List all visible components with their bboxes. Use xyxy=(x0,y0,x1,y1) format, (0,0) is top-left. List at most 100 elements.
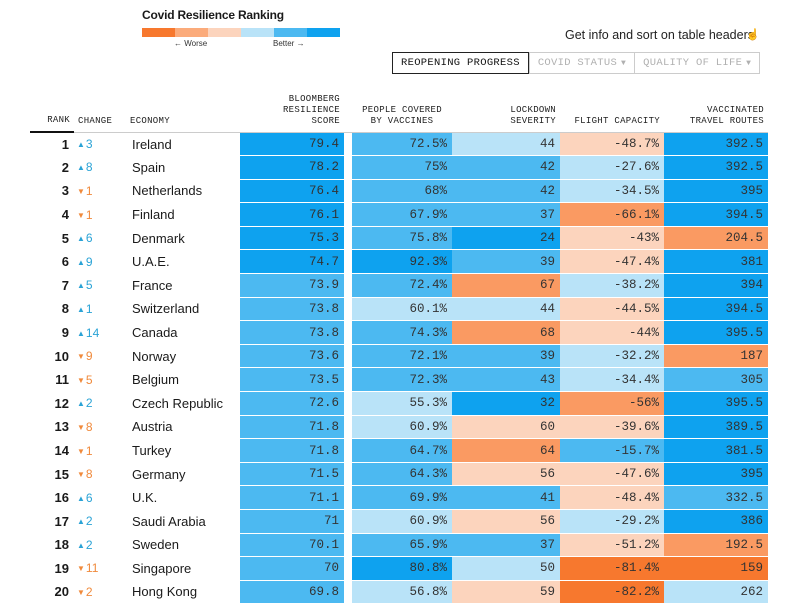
flight-capacity-cell: -15.7% xyxy=(560,438,664,463)
vaccine-coverage-cell: 60.1% xyxy=(352,296,452,321)
table-row[interactable]: 18 ▲2 Sweden 70.1 65.9% 37 -51.2% 192.5 xyxy=(30,532,768,557)
change-cell: ▲2 xyxy=(74,392,126,416)
tab-reopening-progress[interactable]: REOPENING PROGRESS xyxy=(392,52,529,74)
economy-name: Belgium xyxy=(132,372,179,388)
economy-name: U.K. xyxy=(132,490,158,506)
resilience-score-cell: 71.5 xyxy=(240,461,344,486)
change-value: 1 xyxy=(85,443,93,458)
change-value: 3 xyxy=(85,137,93,152)
header-rank[interactable]: RANK xyxy=(30,92,74,133)
table-row[interactable]: 12 ▲2 Czech Republic 72.6 55.3% 32 -56% 395.5 xyxy=(30,391,768,416)
column-gap xyxy=(344,179,352,203)
tab-label: REOPENING PROGRESS xyxy=(401,57,520,69)
table-row[interactable]: 1 ▲3 Ireland 79.4 72.5% 44 -48.7% 392.5 xyxy=(30,131,768,156)
change-value: 8 xyxy=(85,160,93,175)
resilience-score-cell: 76.1 xyxy=(240,202,344,227)
change-cell: ▼11 xyxy=(74,557,126,581)
header-economy[interactable]: ECONOMY xyxy=(126,92,240,133)
lockdown-severity-cell: 37 xyxy=(452,202,560,227)
table-row[interactable]: 15 ▼8 Germany 71.5 64.3% 56 -47.6% 395 xyxy=(30,461,768,486)
table-row[interactable]: 20 ▼2 Hong Kong 69.8 56.8% 59 -82.2% 262 xyxy=(30,579,768,603)
table-row[interactable]: 19 ▼11 Singapore 70 80.8% 50 -81.4% 159 xyxy=(30,556,768,581)
triangle-up-icon: ▲ xyxy=(77,399,85,409)
economy-name: Switzerland xyxy=(132,301,200,317)
economy-name: Saudi Arabia xyxy=(132,513,206,529)
header-lockdown-severity[interactable]: LOCKDOWN SEVERITY xyxy=(452,92,560,133)
triangle-down-icon: ▼ xyxy=(77,375,85,385)
table-row[interactable]: 16 ▲6 U.K. 71.1 69.9% 41 -48.4% 332.5 xyxy=(30,485,768,510)
table-row[interactable]: 9 ▲14 Canada 73.8 74.3% 68 -44% 395.5 xyxy=(30,320,768,345)
table-row[interactable]: 4 ▼1 Finland 76.1 67.9% 37 -66.1% 394.5 xyxy=(30,202,768,227)
change-value: 5 xyxy=(85,372,93,387)
change-value: 2 xyxy=(85,537,93,552)
table-row[interactable]: 6 ▲9 U.A.E. 74.7 92.3% 39 -47.4% 381 xyxy=(30,249,768,274)
change-cell: ▲1 xyxy=(74,297,126,321)
flight-capacity-cell: -32.2% xyxy=(560,343,664,368)
flight-capacity-cell: -39.6% xyxy=(560,414,664,439)
table-row[interactable]: 3 ▼1 Netherlands 76.4 68% 42 -34.5% 395 xyxy=(30,178,768,203)
rank-cell: 15 xyxy=(54,466,69,482)
economy-name: Sweden xyxy=(132,537,179,553)
economy-name: Netherlands xyxy=(132,183,203,199)
change-value: 2 xyxy=(85,514,93,529)
header-vaccinated-travel-routes[interactable]: VACCINATED TRAVEL ROUTES xyxy=(664,92,768,133)
change-cell: ▲8 xyxy=(74,156,126,180)
sort-hint: Get info and sort on table headers xyxy=(564,28,754,42)
change-cell: ▲9 xyxy=(74,250,126,274)
change-value: 14 xyxy=(85,325,100,340)
rank-cell: 9 xyxy=(61,325,69,341)
change-value: 6 xyxy=(85,231,93,246)
economy-name: Canada xyxy=(132,325,178,341)
vaccinated-routes-cell: 204.5 xyxy=(664,225,768,250)
table-row[interactable]: 2 ▲8 Spain 78.2 75% 42 -27.6% 392.5 xyxy=(30,155,768,180)
vaccinated-routes-cell: 392.5 xyxy=(664,155,768,180)
vaccine-coverage-cell: 80.8% xyxy=(352,556,452,581)
flight-capacity-cell: -29.2% xyxy=(560,509,664,534)
resilience-score-cell: 73.5 xyxy=(240,367,344,392)
triangle-down-icon: ▼ xyxy=(77,186,85,196)
economy-name: Czech Republic xyxy=(132,395,224,411)
table-row[interactable]: 5 ▲6 Denmark 75.3 75.8% 24 -43% 204.5 xyxy=(30,225,768,250)
caret-down-icon: ▼ xyxy=(746,59,752,68)
table-row[interactable]: 10 ▼9 Norway 73.6 72.1% 39 -32.2% 187 xyxy=(30,343,768,368)
resilience-score-cell: 74.7 xyxy=(240,249,344,274)
header-resilience-score[interactable]: BLOOMBERG RESILIENCE SCORE xyxy=(240,92,344,133)
rank-cell: 3 xyxy=(61,183,69,199)
vaccinated-routes-cell: 159 xyxy=(664,556,768,581)
table-row[interactable]: 14 ▼1 Turkey 71.8 64.7% 64 -15.7% 381.5 xyxy=(30,438,768,463)
vaccine-coverage-cell: 72.4% xyxy=(352,273,452,298)
triangle-up-icon: ▲ xyxy=(77,493,85,503)
column-gap xyxy=(344,557,352,581)
flight-capacity-cell: -66.1% xyxy=(560,202,664,227)
resilience-score-cell: 71.8 xyxy=(240,438,344,463)
table-row[interactable]: 11 ▼5 Belgium 73.5 72.3% 43 -34.4% 305 xyxy=(30,367,768,392)
legend-worse-label: ← Worse xyxy=(174,39,208,48)
flight-capacity-cell: -56% xyxy=(560,391,664,416)
column-gap xyxy=(344,533,352,557)
vaccinated-routes-cell: 381.5 xyxy=(664,438,768,463)
resilience-ranking-table: RANK CHANGE ECONOMY BLOOMBERG RESILIENCE S… xyxy=(30,92,768,603)
tab-covid-status[interactable]: COVID STATUS ▼ xyxy=(528,52,636,74)
table-row[interactable]: 17 ▲2 Saudi Arabia 71 60.9% 56 -29.2% 386 xyxy=(30,509,768,534)
change-cell: ▲6 xyxy=(74,486,126,510)
flight-capacity-cell: -44% xyxy=(560,320,664,345)
header-change[interactable]: CHANGE xyxy=(74,92,126,133)
flight-capacity-cell: -48.4% xyxy=(560,485,664,510)
vaccine-coverage-cell: 60.9% xyxy=(352,414,452,439)
change-value: 1 xyxy=(85,183,93,198)
triangle-up-icon: ▲ xyxy=(77,281,85,291)
column-gap xyxy=(344,415,352,439)
header-vaccine-coverage[interactable]: PEOPLE COVERED BY VACCINES xyxy=(352,92,452,133)
table-row[interactable]: 8 ▲1 Switzerland 73.8 60.1% 44 -44.5% 394.5 xyxy=(30,296,768,321)
vaccine-coverage-cell: 64.3% xyxy=(352,461,452,486)
flight-capacity-cell: -38.2% xyxy=(560,273,664,298)
rank-cell: 17 xyxy=(54,513,69,529)
tab-quality-of-life[interactable]: QUALITY OF LIFE ▼ xyxy=(635,52,761,74)
column-gap xyxy=(344,132,352,156)
resilience-score-cell: 73.8 xyxy=(240,296,344,321)
economy-name: Norway xyxy=(132,348,177,364)
header-flight-capacity[interactable]: FLIGHT CAPACITY xyxy=(560,92,664,133)
table-row[interactable]: 7 ▲5 France 73.9 72.4% 67 -38.2% 394 xyxy=(30,273,768,298)
resilience-score-cell: 73.6 xyxy=(240,343,344,368)
table-row[interactable]: 13 ▼8 Austria 71.8 60.9% 60 -39.6% 389.5 xyxy=(30,414,768,439)
